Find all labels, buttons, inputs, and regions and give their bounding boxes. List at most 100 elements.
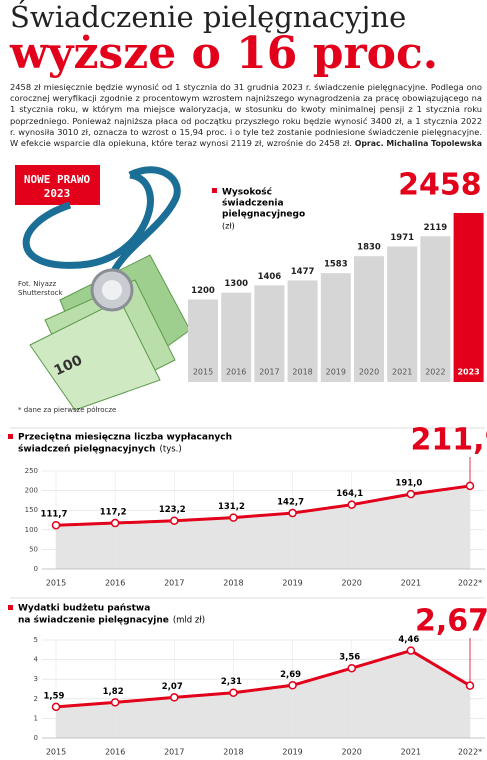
x-tick-label: 2019 xyxy=(282,579,302,588)
area xyxy=(56,485,470,569)
x-tick-label: 2021 xyxy=(401,579,421,588)
x-tick-label: 2020 xyxy=(342,579,362,588)
x-tick-label: 2018 xyxy=(292,368,312,377)
bullet xyxy=(8,434,13,439)
line xyxy=(55,484,471,527)
x-tick-label: 2021 xyxy=(401,748,421,757)
value-label: 1477 xyxy=(291,267,315,277)
chart-title: świadczeń pielęgnacyjnych xyxy=(18,444,156,455)
value-label: 2,69 xyxy=(280,670,301,680)
bar xyxy=(254,285,285,382)
bar xyxy=(354,256,384,382)
y-tick-label: 200 xyxy=(25,487,38,495)
point xyxy=(170,693,179,702)
unit: (zł) xyxy=(222,222,235,231)
value-label: 4,46 xyxy=(398,635,419,645)
chart-title: pielęgnacyjnego xyxy=(222,210,305,220)
bar xyxy=(453,213,484,382)
badge-line1: NOWE PRAWO xyxy=(24,173,91,186)
x-tick-label: 2016 xyxy=(226,368,246,377)
bar xyxy=(320,273,351,382)
x-tick-label: 2022* xyxy=(458,748,482,757)
point xyxy=(347,663,356,673)
chart-title: Wysokość xyxy=(222,187,273,198)
bar xyxy=(387,246,418,382)
highlight-label: 211,9 xyxy=(411,423,487,458)
chart-title: na świadczenie pielęgnacyjne xyxy=(18,615,169,626)
value-label: 1200 xyxy=(191,286,215,296)
value-label: 1,59 xyxy=(44,691,65,701)
value-label: 142,7 xyxy=(277,498,304,508)
value-label: 2,31 xyxy=(221,677,242,687)
x-tick-label: 2015 xyxy=(46,748,66,757)
y-tick-label: 150 xyxy=(25,506,38,514)
chart-title: Wydatki budżetu państwa xyxy=(18,604,150,614)
y-tick-label: 250 xyxy=(25,467,38,475)
y-tick-label: 2 xyxy=(34,695,38,703)
value-label: 1583 xyxy=(324,260,348,270)
point xyxy=(406,646,416,655)
illustration: NOWE PRAWO 2023 100 Fot. Niyazz Shutters… xyxy=(15,165,191,411)
point xyxy=(170,516,179,525)
point xyxy=(51,520,61,530)
x-tick-label: 2021 xyxy=(392,368,412,377)
point xyxy=(347,500,356,509)
value-label: 164,1 xyxy=(336,489,363,499)
intro: 2458 zł miesięcznie będzie wynosić od 1 … xyxy=(10,82,482,149)
point xyxy=(229,513,238,522)
unit: (tys.) xyxy=(160,445,182,455)
y-tick-label: 0 xyxy=(34,565,38,573)
line xyxy=(55,648,471,709)
point xyxy=(288,681,297,690)
x-tick-label: 2022* xyxy=(458,579,482,588)
x-tick-label: 2018 xyxy=(223,748,243,757)
value-label: 1300 xyxy=(224,279,248,289)
value-label: 1406 xyxy=(258,272,282,282)
area xyxy=(56,650,470,738)
intro-text: 2458 zł miesięcznie będzie wynosić od 1 … xyxy=(10,82,482,149)
x-tick-label: 2020 xyxy=(342,748,362,757)
point xyxy=(288,508,297,518)
y-tick-label: 100 xyxy=(25,526,38,534)
x-tick-label: 2019 xyxy=(326,368,346,377)
y-tick-label: 4 xyxy=(34,656,39,664)
value-label: 191,0 xyxy=(395,479,422,489)
value-label: 2,07 xyxy=(162,682,183,692)
bar xyxy=(420,236,451,382)
chart-title: Przeciętna miesięczna liczba wypłacanych xyxy=(18,433,232,443)
value-label: 2119 xyxy=(424,223,448,233)
y-tick-label: 0 xyxy=(34,734,38,742)
x-tick-label: 2017 xyxy=(259,368,279,377)
bar xyxy=(287,280,318,382)
point xyxy=(465,681,475,690)
value-label: 1,82 xyxy=(103,687,124,697)
photo-credit: Fot. Niyazz xyxy=(18,280,57,288)
point xyxy=(406,489,416,499)
value-label: 123,2 xyxy=(159,505,186,515)
badge xyxy=(15,165,100,205)
highlight-label: 2458 xyxy=(398,168,482,203)
value-label: 111,7 xyxy=(41,510,68,520)
bar xyxy=(221,292,252,382)
highlight-label: 2,67 xyxy=(415,604,487,639)
point xyxy=(110,518,120,528)
x-tick-label: 2015 xyxy=(193,368,213,377)
point xyxy=(465,481,475,491)
bullet xyxy=(212,188,217,193)
point xyxy=(51,702,61,712)
x-tick-label: 2019 xyxy=(282,748,302,757)
point xyxy=(229,688,238,697)
footnote: * dane za pierwsze półrocze xyxy=(18,406,116,414)
value-label: 1830 xyxy=(357,243,381,253)
title-line2: wyższe o 16 proc. xyxy=(10,28,439,79)
value-label: 3,56 xyxy=(339,653,360,663)
value-label: 1971 xyxy=(390,233,414,243)
chart-title: świadczenia xyxy=(222,198,284,209)
credit: Oprac. Michalina Topolewska xyxy=(354,139,483,149)
x-tick-label: 2016 xyxy=(105,748,125,757)
bullet xyxy=(8,605,13,610)
y-tick-label: 3 xyxy=(34,675,38,683)
badge-line2: 2023 xyxy=(44,187,71,200)
